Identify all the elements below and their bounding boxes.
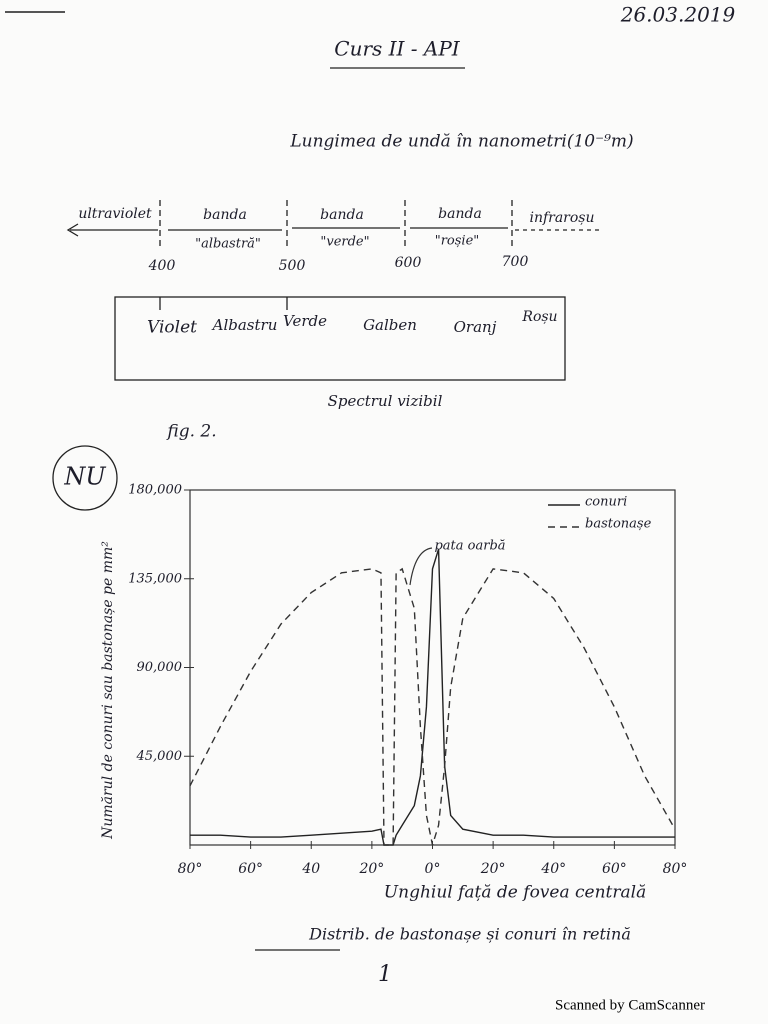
x-tick-label: 40° bbox=[540, 861, 566, 877]
annotation: pata oarbă bbox=[434, 539, 505, 554]
band-color: "verde" bbox=[320, 235, 369, 250]
band-name: banda bbox=[203, 207, 247, 223]
annotation-arrow bbox=[409, 547, 433, 586]
band-name: banda bbox=[320, 207, 364, 223]
title: Curs II - API bbox=[334, 37, 461, 61]
stamp: NU bbox=[63, 463, 106, 491]
caption: Distrib. de bastonașe și conuri în retin… bbox=[308, 925, 631, 944]
x-tick-label: 60° bbox=[238, 861, 263, 877]
stamp-circle bbox=[52, 445, 118, 511]
spectrum-color: Roșu bbox=[521, 309, 557, 325]
footer: Scanned by CamScanner bbox=[555, 997, 705, 1013]
arrow-head bbox=[66, 223, 79, 237]
series-line bbox=[190, 548, 675, 846]
y-tick-label: 135,000 bbox=[128, 571, 182, 586]
wavelength-mark: 400 bbox=[148, 258, 176, 274]
x-tick-label: 40 bbox=[301, 861, 320, 877]
spectrum-color: Verde bbox=[283, 312, 327, 330]
date: 26.03.2019 bbox=[620, 3, 736, 27]
x-tick-label: 0° bbox=[425, 861, 441, 877]
x-tick-label: 80° bbox=[178, 861, 203, 877]
infrared-label: infraroșu bbox=[529, 210, 594, 226]
legend-label: bastonașe bbox=[585, 517, 652, 532]
wavelength-mark: 600 bbox=[395, 255, 422, 271]
wavelength-heading: Lungimea de undă în nanometri(10⁻⁹m) bbox=[289, 132, 633, 152]
y-tick-label: 90,000 bbox=[137, 660, 183, 675]
wavelength-mark: 700 bbox=[502, 254, 529, 270]
band-color: "roșie" bbox=[435, 234, 480, 249]
band-name: banda bbox=[438, 206, 482, 222]
band-color: "albastră" bbox=[195, 237, 261, 252]
figure-label: fig. 2. bbox=[165, 422, 216, 442]
ultraviolet-label: ultraviolet bbox=[78, 206, 152, 222]
spectrum-color: Violet bbox=[147, 318, 197, 338]
legend-label: conuri bbox=[585, 495, 627, 510]
x-tick-label: 20° bbox=[480, 861, 506, 877]
spectrum-color: Albastru bbox=[211, 316, 278, 334]
y-tick-label: 180,000 bbox=[128, 483, 182, 498]
page-number: 1 bbox=[378, 962, 392, 987]
wavelength-scale bbox=[66, 200, 600, 250]
x-tick-label: 60° bbox=[602, 861, 627, 877]
spectrum-color: Galben bbox=[363, 316, 417, 334]
x-tick-label: 20° bbox=[358, 861, 384, 877]
spectrum-color: Oranj bbox=[454, 318, 497, 336]
x-tick-label: 80° bbox=[663, 861, 688, 877]
x-axis-label: Unghiul față de fovea centrală bbox=[384, 883, 646, 903]
spectrum-box bbox=[114, 296, 566, 381]
wavelength-mark: 500 bbox=[279, 258, 306, 274]
y-tick-label: 45,000 bbox=[136, 749, 183, 764]
series-line bbox=[189, 567, 676, 846]
spectrum-caption: Spectrul vizibil bbox=[328, 392, 443, 410]
y-axis-label: Numărul de conuri sau bastonașe pe mm² bbox=[100, 541, 116, 840]
